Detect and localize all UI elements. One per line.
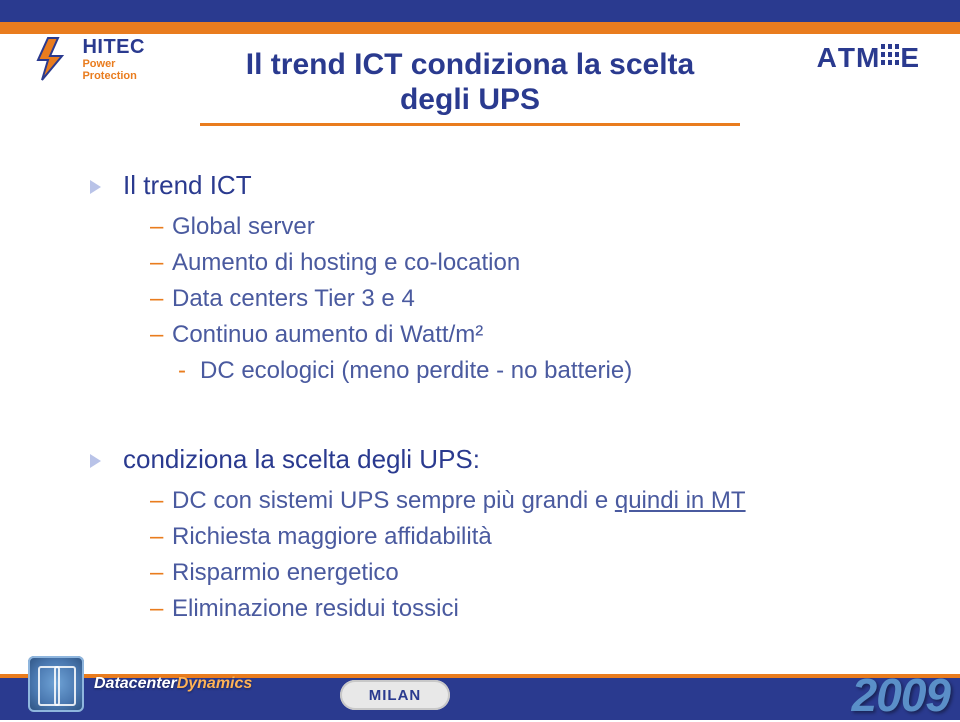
list-item: DC con sistemi UPS sempre più grandi e q… [150,483,900,519]
grid-icon [881,41,899,73]
bullet-arrow-icon [90,454,101,468]
list-item-text: DC con sistemi UPS sempre più grandi e [172,487,615,514]
title-wrap: Il trend ICT condiziona la scelta degli … [200,48,740,126]
list-item: Risparmio energetico [150,555,900,591]
block2-list: DC con sistemi UPS sempre più grandi e q… [150,483,900,627]
bullet-arrow-icon [90,180,101,194]
datacenter-icon [28,656,84,712]
slide-content: Il trend ICT Global server Aumento di ho… [90,170,900,627]
list-item: Global server [150,209,900,245]
list-subitem: DC ecologici (meno perdite - no batterie… [178,353,900,389]
header-orange-bar [0,22,960,34]
block1-heading: Il trend ICT [123,170,252,201]
block2-heading: condiziona la scelta degli UPS: [123,444,480,475]
footer: DatacenterDynamics MILAN 2009 [0,658,960,720]
title-line1: Il trend ICT condiziona la scelta [246,48,694,81]
list-item: Richiesta maggiore affidabilità [150,519,900,555]
header-blue-bar [0,0,960,22]
hitec-brand: HITEC [82,36,145,59]
atme-logo: ATM E [817,42,920,74]
footer-city: MILAN [340,680,450,710]
hitec-sub1: Power [82,59,145,71]
list-item: Continuo aumento di Watt/m² [150,317,900,353]
list-item-underline: quindi in MT [615,487,746,514]
hitec-logo: HITEC Power Protection [28,36,178,82]
list-item: Aumento di hosting e co-location [150,245,900,281]
list-item: Data centers Tier 3 e 4 [150,281,900,317]
dcd-badge: DatacenterDynamics [28,656,252,712]
block2-heading-row: condiziona la scelta degli UPS: [90,444,900,475]
bolt-icon [28,36,74,82]
footer-brand-pre: Datacenter [94,675,177,692]
footer-brand-dyn: Dynamics [177,675,253,692]
title-line2: degli UPS [400,83,540,116]
block1-heading-row: Il trend ICT [90,170,900,201]
list-item: Eliminazione residui tossici [150,591,900,627]
footer-year: 2009 [852,668,950,722]
block1-list: Global server Aumento di hosting e co-lo… [150,209,900,389]
hitec-sub2: Protection [82,71,145,83]
